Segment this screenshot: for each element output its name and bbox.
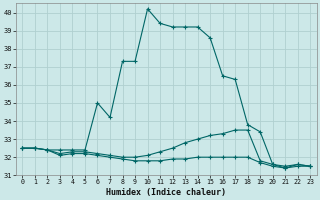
X-axis label: Humidex (Indice chaleur): Humidex (Indice chaleur) <box>106 188 226 197</box>
